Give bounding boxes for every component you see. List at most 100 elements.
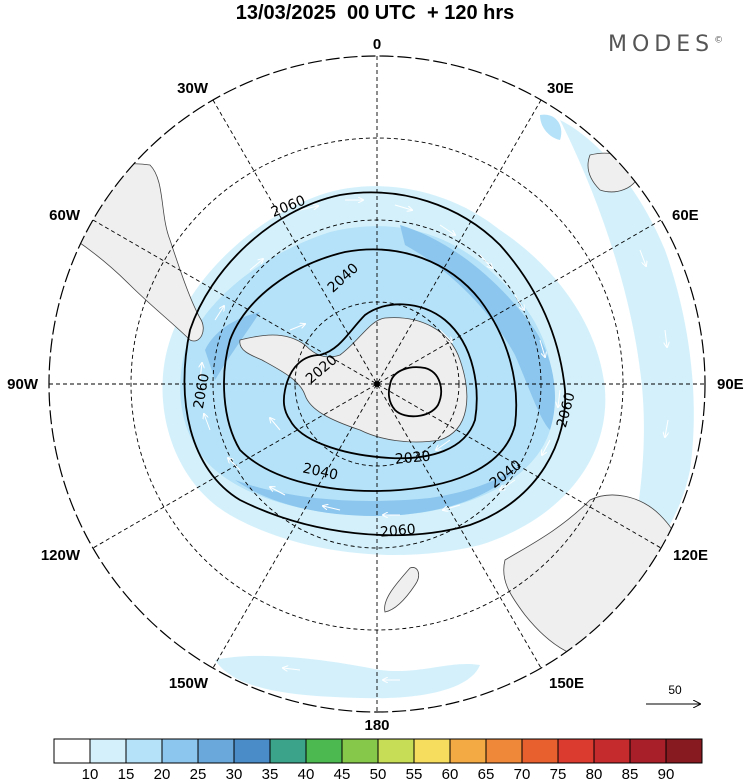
- colorbar-swatch: [269, 738, 307, 764]
- contour-label: 2040: [301, 461, 339, 484]
- colorbar-tick-label: 55: [406, 766, 423, 782]
- colorbar-swatch: [53, 738, 91, 764]
- wind-arrow: [436, 439, 451, 450]
- wind-arrow: [289, 324, 305, 331]
- wind-patch-east2: [540, 114, 562, 140]
- contour-label: 2060: [379, 522, 416, 541]
- colorbar-tick-label: 45: [334, 766, 351, 782]
- colorbar-tick-label: 80: [586, 766, 603, 782]
- colorbar-tick-label: 25: [190, 766, 207, 782]
- antarctic-peninsula: [239, 317, 468, 443]
- longitude-labels: 0 180 90W 90E 30W 30E 60W 60E 120W 120E …: [7, 36, 744, 734]
- colorbar-tick-label: 30: [226, 766, 243, 782]
- colorbar-swatch: [341, 738, 379, 764]
- wind-arrow: [639, 249, 646, 266]
- brand-text: MODES: [608, 32, 715, 57]
- new-zealand: [384, 567, 420, 613]
- wind-arrow: [394, 204, 412, 210]
- lon-label-90w: 90W: [7, 376, 39, 393]
- colorbar-tick-label: 35: [262, 766, 279, 782]
- colorbar-swatch: [377, 738, 415, 764]
- wind-arrow: [283, 668, 301, 670]
- lon-label-150w: 150W: [169, 675, 209, 692]
- colorbar-tick-label: 70: [514, 766, 531, 782]
- colorbar-swatch: [197, 738, 235, 764]
- colorbar-tick-label: 60: [442, 766, 459, 782]
- lon-label-150e: 150E: [549, 675, 584, 692]
- colorbar-swatch: [521, 738, 559, 764]
- colorbar: 10 15 20 25 30 35 40 45 50 55 60 65 70 75 80 85 90: [53, 738, 703, 782]
- wind-arrow: [439, 224, 455, 235]
- colorbar-swatch: [89, 738, 127, 764]
- wind-arrow: [228, 458, 241, 471]
- wind-patch-east: [560, 120, 694, 590]
- graticule: [49, 56, 705, 712]
- wind-arrow: [200, 363, 202, 381]
- map-boundary: [48, 55, 706, 713]
- wind-arrow: [479, 254, 492, 268]
- chart-title: 13/03/2025 00 UTC + 120 hrs: [235, 2, 515, 24]
- wind-arrow: [558, 389, 560, 407]
- wind-arrow: [439, 329, 452, 342]
- colorbar-swatch: [305, 738, 343, 764]
- lon-label-120e: 120E: [673, 547, 708, 564]
- contour-2040: [223, 248, 518, 492]
- meridian-60e-120w: [92, 219, 662, 549]
- wind-arrow: [299, 206, 318, 211]
- lon-label-30e: 30E: [547, 80, 574, 97]
- contour-2000-low: [387, 366, 442, 418]
- wind-arrow: [514, 294, 524, 310]
- colorbar-tick-label: 10: [82, 766, 99, 782]
- contour-2020: [282, 303, 478, 460]
- wind-arrow: [539, 339, 545, 357]
- lon-label-90e: 90E: [717, 376, 744, 393]
- colorbar-swatch: [593, 738, 631, 764]
- wind-arrow: [270, 487, 286, 496]
- lon-label-120w: 120W: [41, 547, 81, 564]
- wind-arrow: [542, 439, 551, 455]
- colorbar-tick-label: 85: [622, 766, 639, 782]
- map-body: 2060 2040 2020 2060 2040 2020 2040 2060 …: [49, 56, 705, 712]
- wind-jet-west: [205, 312, 260, 380]
- wind-jet-south: [235, 465, 520, 516]
- wind-arrow: [665, 329, 667, 347]
- lon-label-0: 0: [373, 36, 381, 53]
- brand-mark: ©: [714, 35, 724, 46]
- wind-arrow: [270, 418, 281, 431]
- colorbar-swatch: [629, 738, 667, 764]
- colorbar-tick-label: 50: [370, 766, 387, 782]
- contour-2060: [183, 191, 567, 537]
- meridian-30w-150e: [212, 99, 542, 669]
- south-pole-marker: [374, 381, 380, 387]
- contour-label: 2060: [191, 372, 213, 410]
- colorbar-tick-label: 75: [550, 766, 567, 782]
- colorbar-tick-label: 15: [118, 766, 135, 782]
- lon-label-30w: 30W: [177, 80, 209, 97]
- modes-logo: MODES©: [608, 32, 723, 57]
- lon-label-60e: 60E: [672, 207, 699, 224]
- wind-arrow: [204, 414, 211, 431]
- colorbar-swatch: [233, 738, 271, 764]
- wind-arrow: [500, 479, 516, 490]
- reference-vector: 50: [646, 683, 700, 704]
- colorbar-swatch: [125, 738, 163, 764]
- contour-label: 2020: [394, 449, 431, 468]
- colorbar-swatch: [161, 738, 199, 764]
- wind-jet-east: [400, 225, 555, 430]
- colorbar-swatch: [557, 738, 595, 764]
- wind-arrow: [323, 506, 341, 511]
- wind-arrow: [249, 259, 263, 271]
- height-contours: [183, 191, 567, 537]
- colorbar-tick-label: 65: [478, 766, 495, 782]
- reference-vector-label: 50: [668, 683, 682, 697]
- colorbar-swatch: [449, 738, 487, 764]
- wind-arrow: [443, 504, 461, 510]
- colorbar-tick-label: 90: [658, 766, 675, 782]
- colorbar-swatch: [485, 738, 523, 764]
- wind-arrow: [665, 419, 668, 437]
- wind-vectors: [200, 200, 668, 680]
- lon-label-60w: 60W: [49, 207, 81, 224]
- colorbar-swatch: [665, 738, 703, 764]
- colorbar-tick-label: 40: [298, 766, 315, 782]
